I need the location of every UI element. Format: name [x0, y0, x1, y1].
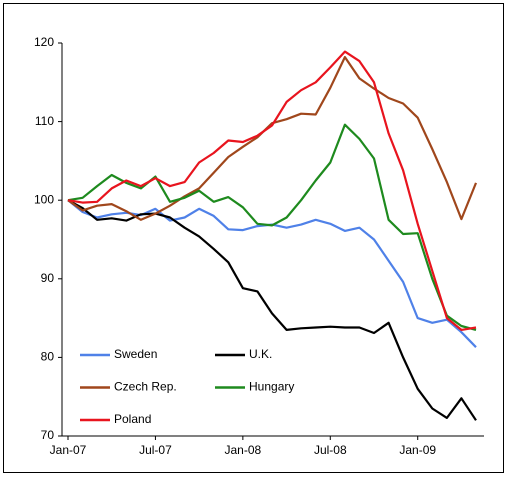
x-tick-label: Jul-07: [139, 443, 172, 457]
x-tick-label: Jan-08: [225, 443, 262, 457]
series-line: [67, 123, 477, 331]
y-tick-label: 80: [41, 350, 55, 364]
legend-label: Poland: [114, 412, 151, 426]
y-tick-label: 110: [35, 114, 54, 128]
legend-label: U.K.: [249, 347, 272, 361]
legend-label: Czech Rep.: [114, 380, 177, 394]
y-tick-label: 90: [41, 271, 55, 285]
y-tick-label: 120: [34, 35, 54, 49]
x-tick-label: Jan-07: [50, 443, 87, 457]
x-tick-label: Jul-08: [314, 443, 347, 457]
legend-label: Hungary: [249, 380, 294, 394]
series-line: [67, 50, 477, 331]
y-tick-label: 70: [41, 428, 55, 442]
y-tick-label: 100: [34, 192, 54, 206]
x-tick-label: Jan-09: [399, 443, 436, 457]
legend-label: Sweden: [114, 347, 157, 361]
series-line: [67, 56, 478, 221]
